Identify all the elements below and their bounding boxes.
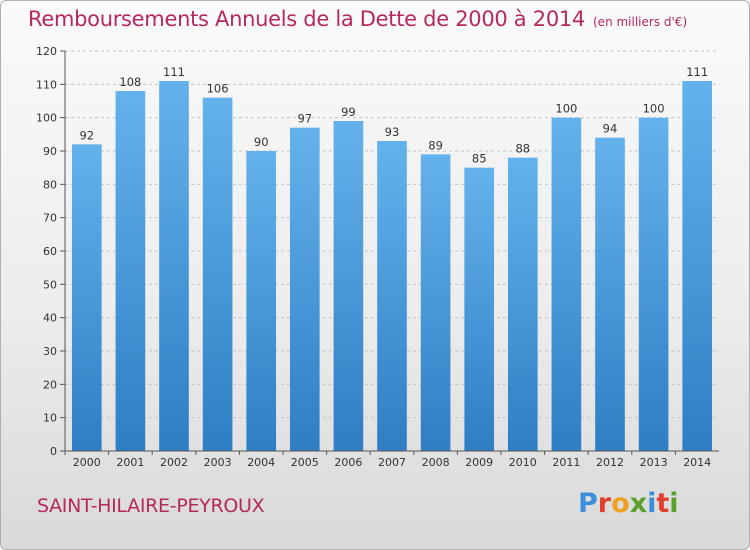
logo-letter: P [578, 488, 598, 519]
y-tick-label: 90 [43, 145, 57, 158]
logo-letter: i [647, 488, 657, 519]
value-label-2013: 100 [643, 102, 665, 116]
x-tick-label-2007: 2007 [378, 456, 406, 469]
bar-2006 [333, 121, 364, 451]
value-label-2002: 111 [163, 65, 185, 79]
y-tick-label: 80 [43, 178, 57, 191]
logo-letter: o [611, 488, 630, 519]
bar-2008 [420, 154, 451, 452]
y-tick-label: 70 [43, 212, 57, 225]
bar-2014 [682, 81, 713, 451]
value-label-2001: 108 [119, 75, 141, 89]
value-label-2011: 100 [555, 102, 577, 116]
value-label-2008: 89 [428, 138, 443, 152]
bar-2003 [202, 97, 233, 452]
value-label-2004: 90 [254, 135, 269, 149]
value-label-2012: 94 [603, 122, 618, 136]
logo-letter: r [597, 488, 612, 519]
logo-letter: t [656, 488, 670, 519]
bar-2009 [464, 167, 495, 451]
bar-2000 [71, 144, 102, 452]
value-label-2006: 99 [341, 105, 356, 119]
bar-2007 [377, 141, 407, 451]
value-label-2010: 88 [515, 142, 530, 156]
y-tick-label: 60 [43, 245, 57, 258]
bar-2010 [507, 157, 538, 451]
x-tick-label-2002: 2002 [160, 456, 188, 469]
x-tick-label-2009: 2009 [465, 456, 493, 469]
x-tick-label-2011: 2011 [552, 456, 580, 469]
x-tick-label-2013: 2013 [640, 456, 668, 469]
bar-2011 [551, 117, 582, 452]
bars [71, 81, 713, 452]
x-tick-label-2008: 2008 [422, 456, 450, 469]
value-label-2014: 111 [686, 65, 708, 79]
proxiti-logo: Proxiti [578, 488, 679, 519]
x-tick-label-2001: 2001 [116, 456, 144, 469]
y-tick-label: 120 [36, 45, 57, 58]
bar-2012 [595, 137, 625, 451]
chart-title: Remboursements Annuels de la Dette de 20… [28, 7, 687, 31]
y-tick-label: 100 [36, 112, 57, 125]
x-tick-label-2014: 2014 [683, 456, 711, 469]
y-tick-label: 110 [36, 78, 57, 91]
title-text: Remboursements Annuels de la Dette de 20… [28, 7, 585, 31]
x-tick-label-2003: 2003 [204, 456, 232, 469]
logo-letter: x [629, 488, 648, 519]
x-tick-label-2000: 2000 [73, 456, 101, 469]
value-label-2005: 97 [297, 112, 312, 126]
bar-2005 [289, 127, 320, 452]
logo-letter: i [669, 488, 679, 519]
y-tick-label: 10 [43, 412, 57, 425]
bar-2002 [159, 81, 189, 451]
y-tick-label: 40 [43, 312, 57, 325]
unit-label: (en milliers d'€) [593, 15, 688, 29]
y-tick-label: 30 [43, 345, 57, 358]
value-label-2000: 92 [79, 128, 94, 142]
x-tick-label-2010: 2010 [509, 456, 537, 469]
x-tick-label-2006: 2006 [334, 456, 362, 469]
y-tick-label: 0 [50, 445, 57, 458]
value-label-2009: 85 [472, 152, 487, 166]
bar-2001 [115, 91, 146, 451]
x-tick-label-2004: 2004 [247, 456, 275, 469]
value-labels: 92 108 111 106 90 97 99 93 89 85 88 100 94 100 111 [79, 65, 708, 166]
bar-2013 [638, 117, 669, 452]
x-tick-label-2005: 2005 [291, 456, 319, 469]
commune-name: SAINT-HILAIRE-PEYROUX [37, 495, 265, 517]
x-tick-label-2012: 2012 [596, 456, 624, 469]
y-tick-label: 20 [43, 378, 57, 391]
y-tick-label: 50 [43, 278, 57, 291]
axes: 0 10 20 30 40 50 60 70 80 90 100 110 120 2000 2001 2002… [36, 45, 719, 469]
value-label-2003: 106 [207, 82, 229, 96]
bar-2004 [246, 151, 277, 451]
value-label-2007: 93 [385, 125, 400, 139]
